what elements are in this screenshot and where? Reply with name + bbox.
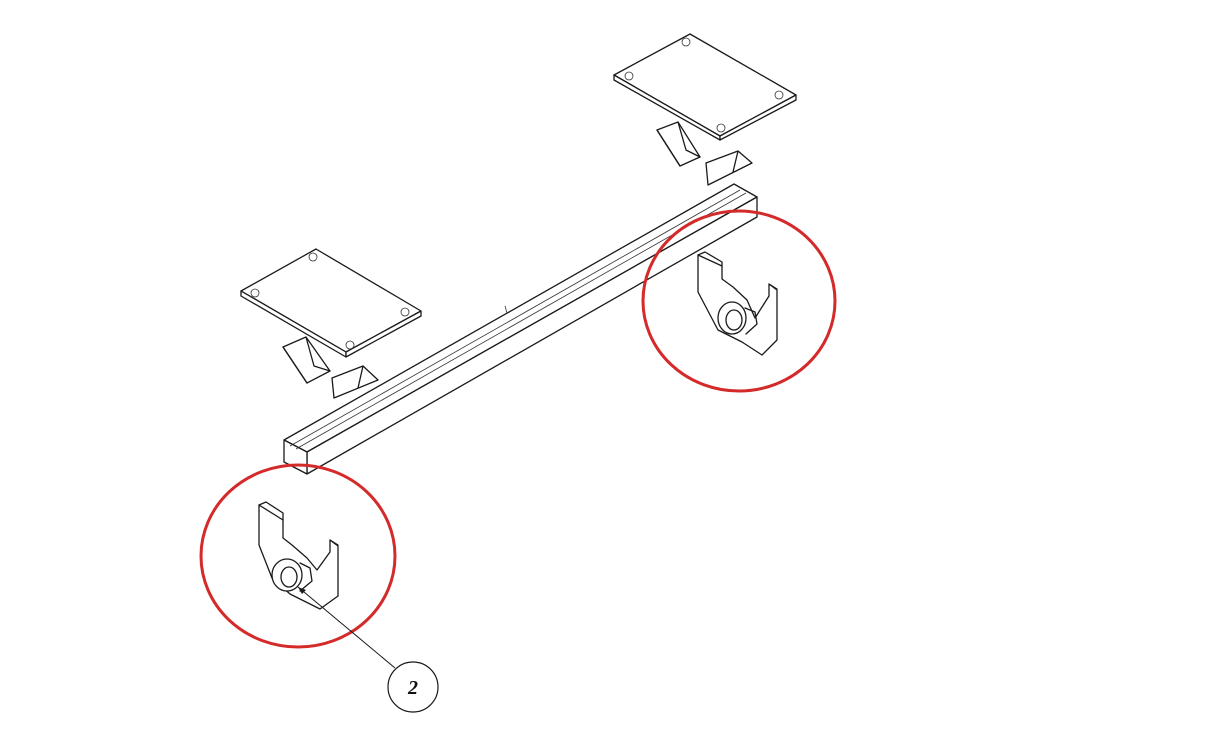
mounting-plate-left (240, 248, 422, 358)
highlight-circle-right (641, 209, 837, 393)
callout-balloon: 2 (387, 661, 439, 713)
gusset-right-b (705, 150, 753, 186)
square-tube-beam (283, 183, 758, 475)
clevis-bracket-left (258, 501, 339, 610)
gusset-right-a (656, 121, 701, 167)
callout-leader-line (297, 586, 396, 669)
callout-number: 2 (407, 677, 418, 699)
mounting-plate-right (613, 33, 797, 141)
gusset-left-a (282, 336, 331, 384)
highlight-circle-left (199, 463, 397, 649)
clevis-bracket-right (697, 251, 778, 356)
gusset-left-b (331, 365, 379, 399)
